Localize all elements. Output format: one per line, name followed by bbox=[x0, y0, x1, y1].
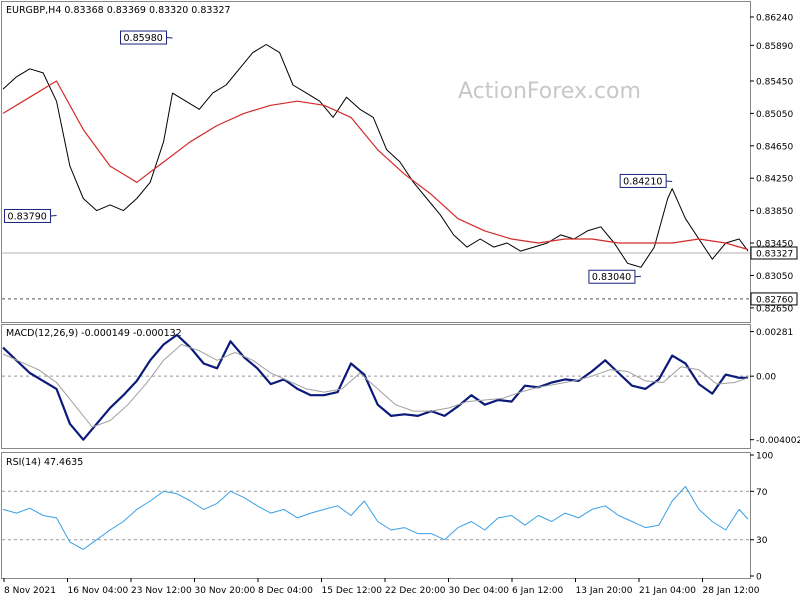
price-annotation-leader bbox=[166, 37, 173, 39]
price-annotation-label: 0.83790 bbox=[8, 211, 47, 222]
price-panel-frame bbox=[1, 1, 751, 323]
price-series-line bbox=[2, 44, 749, 268]
x-tick-label: 8 Nov 2021 bbox=[4, 586, 56, 596]
price-ytick-label: 0.84650 bbox=[756, 142, 793, 152]
price-ytick-label: 0.85890 bbox=[756, 42, 793, 52]
macd-ytick-label: 0.00281 bbox=[756, 328, 793, 338]
price-ytick-label: 0.85450 bbox=[756, 77, 793, 87]
price-ytick-label: 0.83850 bbox=[756, 207, 793, 217]
price-annotation-leader bbox=[634, 275, 641, 278]
x-tick-label: 28 Jan 12:00 bbox=[703, 586, 760, 596]
price-title: EURGBP,H4 0.83368 0.83369 0.83320 0.8332… bbox=[6, 5, 231, 16]
x-tick-label: 16 Nov 04:00 bbox=[68, 586, 129, 596]
price-ytick-label: 0.86240 bbox=[756, 13, 793, 23]
x-tick-label: 6 Jan 12:00 bbox=[512, 586, 564, 596]
price-ytick-label: 0.85050 bbox=[756, 110, 793, 120]
macd-ytick-label: -0.004002 bbox=[756, 436, 800, 446]
x-tick-label: 30 Dec 04:00 bbox=[449, 586, 510, 596]
rsi-ytick-label: 100 bbox=[756, 452, 773, 462]
rsi-series-line bbox=[2, 486, 749, 550]
x-tick-label: 21 Jan 04:00 bbox=[639, 586, 696, 596]
price-ytick-label: 0.84250 bbox=[756, 175, 793, 185]
x-tick-label: 8 Dec 04:00 bbox=[258, 586, 313, 596]
signal-series-line bbox=[2, 344, 749, 428]
current-price-label: 0.83327 bbox=[756, 249, 793, 259]
price-ytick-label: 0.83050 bbox=[756, 272, 793, 282]
price-annotation-leader bbox=[666, 180, 673, 182]
rsi-title: RSI(14) 47.4635 bbox=[6, 457, 83, 468]
macd-panel-frame bbox=[1, 324, 751, 449]
price-ytick-label: 0.83450 bbox=[756, 240, 793, 250]
price-annotation-label: 0.84210 bbox=[623, 176, 662, 187]
x-tick-label: 30 Nov 20:00 bbox=[195, 586, 256, 596]
macd-series-line bbox=[2, 333, 748, 441]
rsi-ytick-label: 0 bbox=[756, 573, 762, 583]
macd-ytick-label: 0.00 bbox=[756, 373, 776, 383]
x-tick-label: 15 Dec 12:00 bbox=[322, 586, 383, 596]
rsi-panel-frame bbox=[1, 452, 751, 579]
support-level-tag bbox=[750, 292, 798, 306]
watermark: ActionForex.com bbox=[458, 79, 641, 104]
macd-title: MACD(12,26,9) -0.000149 -0.000132 bbox=[6, 328, 182, 339]
rsi-ytick-label: 30 bbox=[756, 536, 768, 546]
price-annotation-label: 0.85980 bbox=[124, 33, 163, 44]
x-tick-label: 13 Jan 20:00 bbox=[576, 586, 633, 596]
ma-series-line bbox=[2, 80, 749, 251]
price-ytick-label: 0.82650 bbox=[756, 304, 793, 314]
rsi-ytick-label: 70 bbox=[756, 488, 768, 498]
support-level-label: 0.82760 bbox=[756, 295, 793, 305]
x-tick-label: 22 Dec 20:00 bbox=[385, 586, 446, 596]
current-price-tag bbox=[750, 246, 798, 260]
price-annotation-leader bbox=[50, 214, 57, 217]
x-tick-label: 23 Nov 12:00 bbox=[131, 586, 192, 596]
price-annotation-label: 0.83040 bbox=[592, 272, 631, 283]
